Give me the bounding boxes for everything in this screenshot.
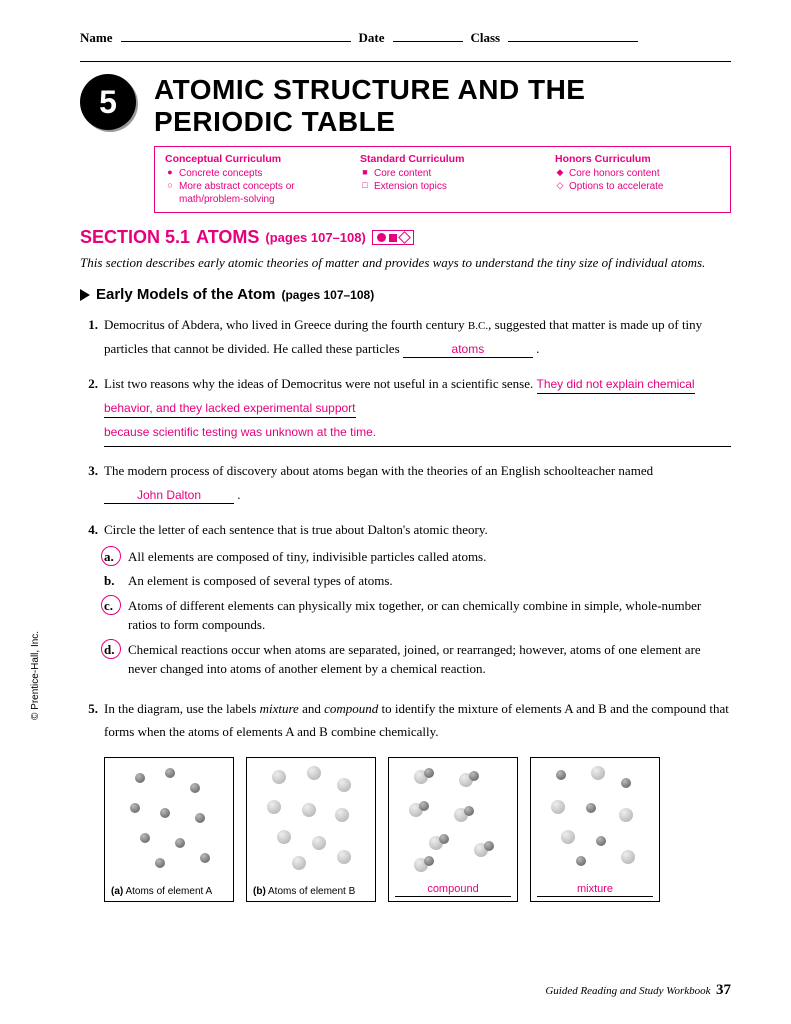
q1-answer[interactable]: atoms	[403, 342, 533, 358]
curr-standard-title: Standard Curriculum	[360, 153, 525, 165]
triangle-icon	[80, 289, 90, 301]
subsection-name: Early Models of the Atom	[96, 286, 275, 303]
choice-c-circled[interactable]: c.	[104, 597, 122, 635]
curriculum-box: Conceptual Curriculum ● Concrete concepts…	[154, 146, 731, 213]
diagram-compound: compound	[388, 757, 518, 902]
chapter-title: ATOMIC STRUCTURE AND THE PERIODIC TABLE	[154, 74, 731, 138]
filled-diamond-icon: ◆	[555, 167, 565, 179]
open-square-icon: □	[360, 180, 370, 192]
date-label: Date	[359, 30, 385, 46]
chapter-number: 5	[80, 74, 136, 130]
open-circle-icon: ○	[165, 180, 175, 192]
chapter-header: 5 ATOMIC STRUCTURE AND THE PERIODIC TABL…	[80, 74, 731, 138]
q3-answer[interactable]: John Dalton	[104, 488, 234, 504]
curr-item: Extension topics	[374, 180, 447, 193]
question-4: 4. Circle the letter of each sentence th…	[80, 518, 731, 684]
curr-item: Core honors content	[569, 167, 660, 180]
header-fields: Name Date Class	[80, 30, 731, 46]
page-number: 37	[716, 982, 731, 998]
diamond-icon	[398, 231, 411, 244]
name-blank[interactable]	[121, 41, 351, 42]
choice-b[interactable]: b.	[104, 572, 122, 591]
diagram-row: (a) Atoms of element A (b) Atoms of elem…	[104, 757, 731, 902]
class-blank[interactable]	[508, 41, 638, 42]
diagram-a: (a) Atoms of element A	[104, 757, 234, 902]
date-blank[interactable]	[393, 41, 463, 42]
section-title: SECTION 5.1 ATOMS (pages 107–108)	[80, 227, 731, 248]
section-pages: (pages 107–108)	[265, 230, 365, 245]
question-list: 1. Democritus of Abdera, who lived in Gr…	[80, 313, 731, 743]
question-1: 1. Democritus of Abdera, who lived in Gr…	[80, 313, 731, 360]
choice-a-circled[interactable]: a.	[104, 548, 122, 567]
q2-answer-line2[interactable]: because scientific testing was unknown a…	[104, 420, 731, 447]
curr-item: Options to accelerate	[569, 180, 664, 193]
diagram-b: (b) Atoms of element B	[246, 757, 376, 902]
subsection-pages: (pages 107–108)	[281, 288, 374, 302]
section-label: SECTION 5.1	[80, 227, 190, 248]
curr-conceptual-title: Conceptual Curriculum	[165, 153, 330, 165]
filled-square-icon: ■	[360, 167, 370, 179]
curr-honors-title: Honors Curriculum	[555, 153, 720, 165]
curr-item: Core content	[374, 167, 431, 180]
question-5: 5. In the diagram, use the labels mixtur…	[80, 697, 731, 744]
circle-icon	[377, 233, 386, 242]
question-3: 3. The modern process of discovery about…	[80, 459, 731, 506]
diagram-c-answer[interactable]: compound	[395, 883, 511, 897]
subsection-title: Early Models of the Atom (pages 107–108)	[80, 286, 731, 303]
open-diamond-icon: ◇	[555, 180, 565, 192]
question-2: 2. List two reasons why the ideas of Dem…	[80, 372, 731, 447]
section-intro: This section describes early atomic theo…	[80, 254, 731, 272]
footer: Guided Reading and Study Workbook 37	[545, 982, 731, 999]
section-symbols	[372, 230, 414, 245]
class-label: Class	[471, 30, 501, 46]
copyright: © Prentice-Hall, Inc.	[30, 631, 41, 720]
choice-d-circled[interactable]: d.	[104, 641, 122, 679]
filled-circle-icon: ●	[165, 167, 175, 179]
curr-item: More abstract concepts or math/problem-s…	[179, 180, 330, 206]
section-name: ATOMS	[196, 227, 259, 248]
curr-item: Concrete concepts	[179, 167, 262, 180]
square-icon	[389, 234, 397, 242]
name-label: Name	[80, 30, 113, 46]
diagram-d-answer[interactable]: mixture	[537, 883, 653, 897]
diagram-mixture: mixture	[530, 757, 660, 902]
header-rule	[80, 61, 731, 62]
